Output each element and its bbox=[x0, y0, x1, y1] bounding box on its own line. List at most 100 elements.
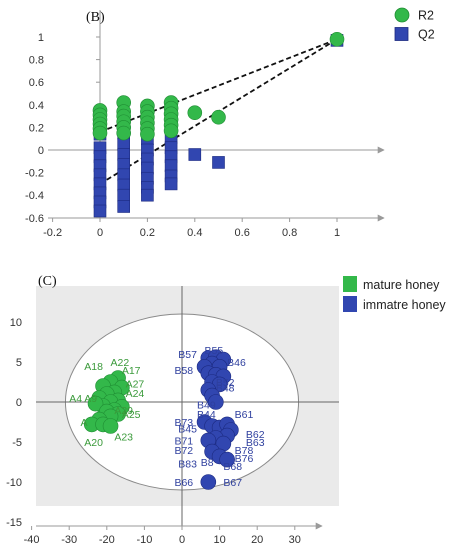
chart-b-x-tick-label: 1 bbox=[334, 227, 340, 239]
chart-c-immature-point-label: B49 bbox=[197, 399, 216, 411]
chart-b-y-tick-label: -0.4 bbox=[25, 190, 44, 202]
chart-b-r2-point bbox=[329, 31, 345, 47]
chart-c-y-tick-label: -10 bbox=[6, 477, 22, 489]
chart-b-r2-point bbox=[163, 123, 179, 139]
chart-c-x-tick-label: 20 bbox=[251, 534, 263, 546]
chart-b-y-tick-label: 1 bbox=[38, 32, 44, 44]
chart-c-panel-label: (C) bbox=[38, 274, 57, 289]
chart-c-mature-point-label: A23 bbox=[114, 431, 133, 443]
chart-c-x-tick-label: -10 bbox=[136, 534, 152, 546]
chart-b-legend: R2 Q2 bbox=[394, 7, 435, 42]
chart-b-x-tick-label: 0 bbox=[97, 227, 103, 239]
chart-b-ticks: -0.2 0 0.2 0.4 0.6 0.8 1 1 0.8 0.6 0.4 0.2 0 -0.2 -0.4… bbox=[25, 32, 340, 239]
chart-c-mature-point-label: A4 bbox=[69, 393, 82, 405]
chart-b-r2-point bbox=[187, 105, 203, 121]
legend-r2-label: R2 bbox=[418, 9, 434, 23]
chart-b-x-tick-label: -0.2 bbox=[43, 227, 62, 239]
chart-b-panel-label: (B) bbox=[86, 10, 105, 25]
chart-c-mature-point-label: A18 bbox=[84, 361, 103, 373]
chart-b-q2-point bbox=[117, 200, 130, 213]
chart-c: -40 -30 -20 -10 0 10 20 30 10 5 0 -5 -10 -15 A18 A22A1… bbox=[6, 274, 446, 546]
chart-c-immature-point-label: B8 bbox=[201, 457, 214, 469]
chart-c-mature-point-label: A25 bbox=[122, 409, 141, 421]
chart-c-mature-point-label: A29 bbox=[114, 405, 133, 417]
legend-mature-label: mature honey bbox=[363, 278, 440, 292]
chart-b-q2-point bbox=[164, 177, 178, 191]
chart-c-mature-point-label: A24 bbox=[126, 388, 145, 400]
legend-q2-marker bbox=[394, 27, 409, 41]
chart-b-r2-point bbox=[140, 126, 155, 142]
chart-b-points bbox=[92, 31, 345, 218]
chart-c-mature-point bbox=[87, 395, 104, 412]
chart-c-y-tick-label: 5 bbox=[16, 357, 22, 369]
chart-c-immature-point-label: B73 bbox=[174, 417, 193, 429]
chart-c-immature-point-label: B67 bbox=[223, 477, 242, 489]
chart-b-y-tick-label: 0.8 bbox=[29, 55, 44, 67]
chart-b-x-tick-label: 0.4 bbox=[187, 227, 202, 239]
legend-q2-label: Q2 bbox=[418, 28, 435, 42]
chart-b-y-tick-label: 0.2 bbox=[29, 122, 44, 134]
chart-c-immature-point-label: B55 bbox=[205, 345, 224, 357]
chart-c-mature-point bbox=[102, 418, 119, 434]
chart-c-immature-point bbox=[219, 451, 235, 468]
chart-c-x-tick-label: 30 bbox=[289, 534, 301, 546]
chart-b-r2-point bbox=[116, 125, 131, 141]
chart-b-r2-point bbox=[211, 109, 226, 125]
chart-c-mature-point-label: A9 bbox=[84, 393, 97, 405]
chart-c-y-tick-label: -5 bbox=[12, 437, 22, 449]
chart-c-immature-point-label: B62 bbox=[246, 429, 265, 441]
chart-c-immature-point-label: B57 bbox=[178, 349, 197, 361]
chart-c-x-tick-label: -30 bbox=[61, 534, 77, 546]
chart-c-mature-point-label: A22 bbox=[111, 357, 130, 369]
chart-c-immature-point-label: B72 bbox=[174, 445, 193, 457]
chart-b-y-tick-label: 0 bbox=[38, 145, 44, 157]
chart-c-x-tick-label: 10 bbox=[213, 534, 225, 546]
chart-c-mature-point-label: A27 bbox=[126, 379, 145, 391]
chart-c-immature-point-label: B44 bbox=[197, 409, 216, 421]
chart-b-y-tick-label: 0.4 bbox=[29, 100, 44, 112]
chart-c-immature-point bbox=[200, 474, 217, 490]
chart-c-points bbox=[83, 349, 239, 490]
chart-b-r2-point bbox=[92, 125, 108, 141]
chart-c-mature-point-label: A bbox=[80, 417, 87, 429]
chart-c-immature-point-label: B76 bbox=[235, 453, 254, 465]
legend-mature-marker bbox=[343, 276, 357, 292]
chart-c-immature-point bbox=[208, 394, 224, 410]
chart-c-immature-point-label: B45 bbox=[178, 423, 197, 435]
chart-c-x-tick-label: -20 bbox=[99, 534, 115, 546]
legend-immature-label: immatre honey bbox=[363, 298, 446, 312]
chart-c-mature-point-label: A17 bbox=[122, 365, 141, 377]
chart-b-q2-point bbox=[93, 204, 107, 218]
chart-c-x-tick-label: -40 bbox=[24, 534, 40, 546]
chart-b-x-tick-label: 0.6 bbox=[235, 227, 250, 239]
chart-c-immature-point-label: B61 bbox=[235, 409, 254, 421]
chart-b-q2-point bbox=[212, 156, 225, 169]
chart-c-x-tick-label: 0 bbox=[179, 534, 185, 546]
chart-b-q2-point bbox=[141, 188, 154, 202]
chart-b-y-tick-label: -0.2 bbox=[25, 168, 44, 180]
chart-b-y-tick-label: -0.6 bbox=[25, 213, 44, 225]
chart-c-immature-point-label: B52 bbox=[216, 377, 235, 389]
chart-b-x-tick-label: 0.2 bbox=[140, 227, 155, 239]
chart-c-y-tick-label: -15 bbox=[6, 517, 22, 529]
legend-immature-marker bbox=[343, 296, 357, 312]
chart-c-immature-point-label: B63 bbox=[246, 437, 265, 449]
chart-c-immature-point-label: B68 bbox=[223, 461, 242, 473]
chart-c-immature-point-label: B58 bbox=[174, 365, 193, 377]
chart-b-q2-point bbox=[117, 188, 130, 202]
chart-c-mature-point-label: A20 bbox=[84, 437, 103, 449]
chart-b-y-tick-label: 0.6 bbox=[29, 77, 44, 89]
chart-c-immature-point-label: B48 bbox=[216, 383, 235, 395]
legend-r2-marker bbox=[394, 7, 410, 23]
chart-c-y-tick-label: 0 bbox=[16, 397, 22, 409]
chart-c-legend: mature honey immatre honey bbox=[343, 276, 446, 312]
chart-c-ticks: -40 -30 -20 -10 0 10 20 30 10 5 0 -5 -10 -15 bbox=[6, 317, 301, 546]
chart-c-immature-point-label: B66 bbox=[174, 477, 193, 489]
chart-c-immature-point-label: B83 bbox=[178, 459, 197, 471]
chart-c-immature-point-label: B71 bbox=[174, 435, 193, 447]
chart-b: -0.2 0 0.2 0.4 0.6 0.8 1 1 0.8 0.6 0.4 0.2 0 -0.2 -0.4… bbox=[25, 7, 435, 239]
chart-b-q2-point bbox=[188, 148, 202, 161]
chart-c-immature-point-label: B46 bbox=[227, 357, 246, 369]
